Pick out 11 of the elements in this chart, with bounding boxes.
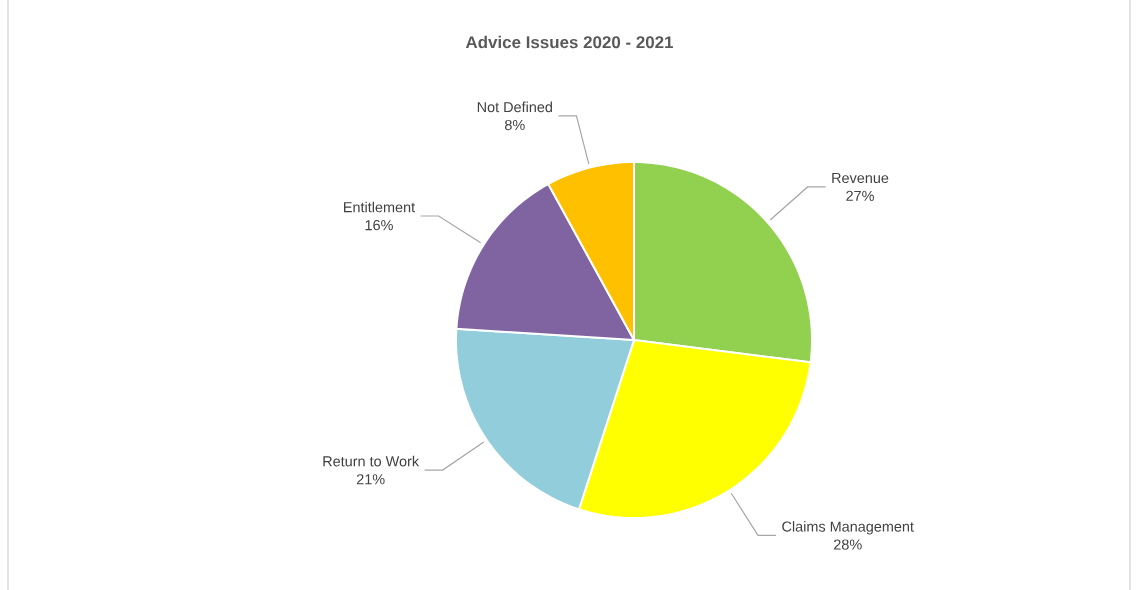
data-label: 21% xyxy=(356,474,385,485)
slice-label: Revenue xyxy=(832,172,889,184)
chart-title: Advice Issues 2020 - 2021 xyxy=(465,35,674,49)
slice-label: Entitlement xyxy=(344,201,415,213)
data-label: 27% xyxy=(846,190,874,201)
data-label: 8% xyxy=(504,119,525,131)
data-label: 28% xyxy=(834,539,862,550)
slice-label: Claims Management xyxy=(782,521,914,535)
slice-label: Not Defined xyxy=(477,101,552,113)
slice-label: Return to Work xyxy=(323,455,420,467)
data-label: 16% xyxy=(365,220,393,231)
